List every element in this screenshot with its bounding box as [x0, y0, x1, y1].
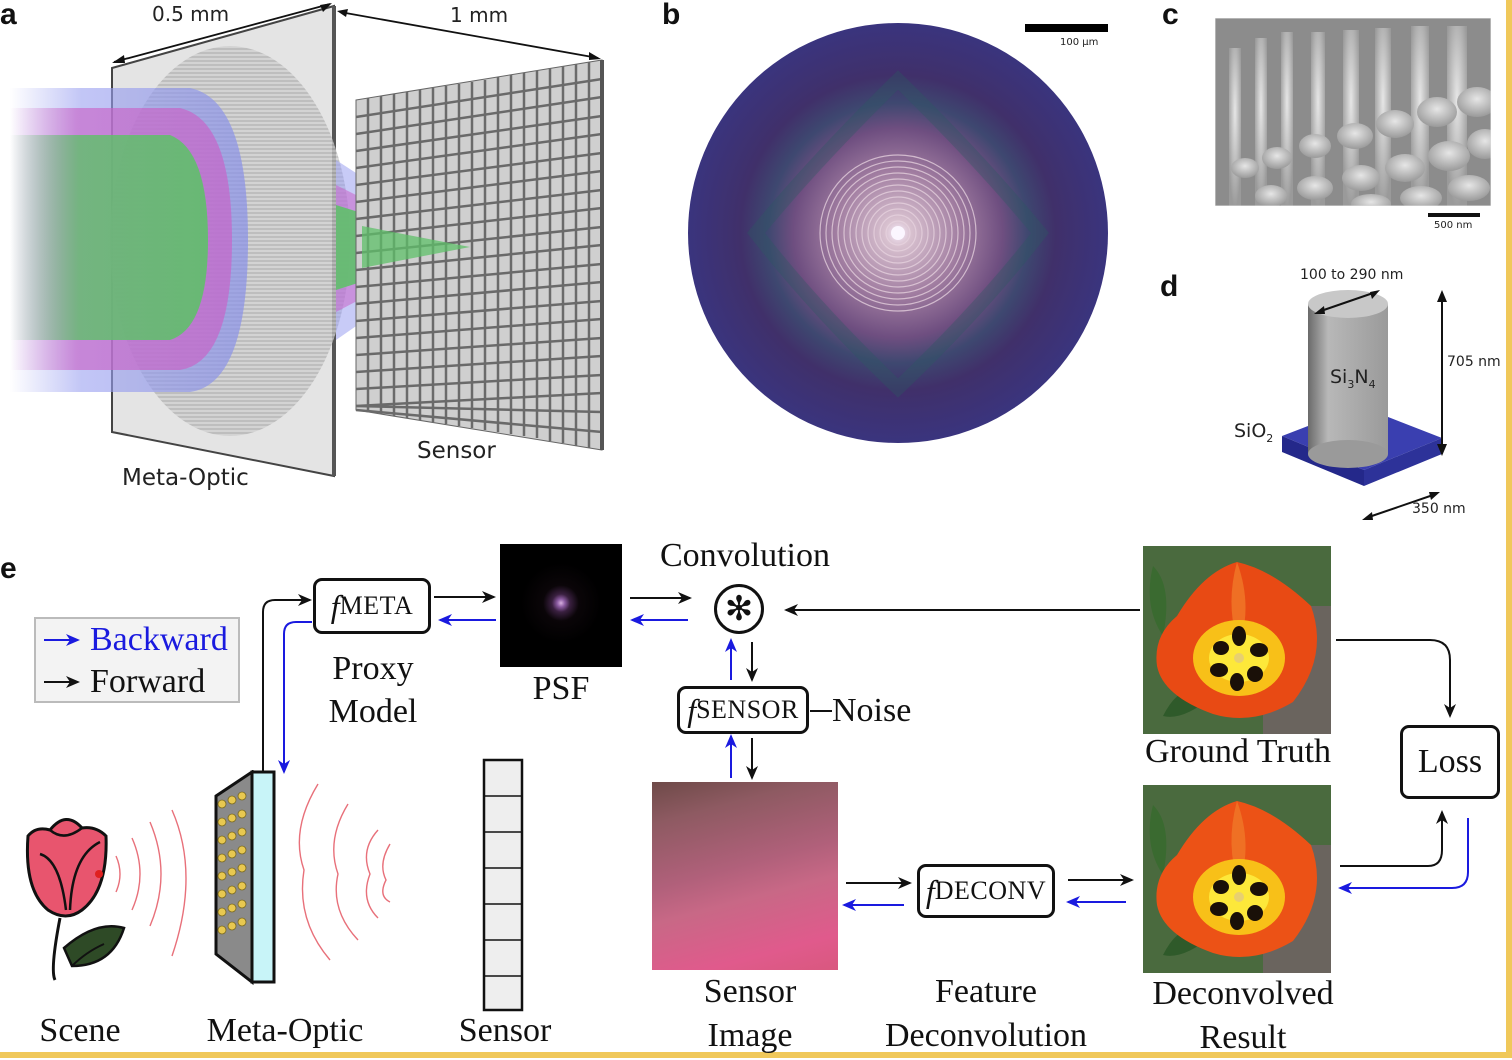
panel-letter-d: d: [1160, 270, 1179, 303]
convolution-operator-icon: ✻: [714, 584, 764, 634]
label-sensor: Sensor: [417, 438, 496, 464]
backward-arrow-icon: [44, 634, 80, 646]
deconvolved-result-image: [1143, 785, 1331, 973]
label-deconvolved-result: Deconvolved Result: [1152, 975, 1334, 1057]
scale-bar-500nm: [1428, 213, 1480, 217]
scale-bar-label-500nm: 500 nm: [1434, 220, 1473, 231]
f-sensor-block: f SENSOR: [677, 686, 809, 734]
label-period: 350 nm: [1412, 501, 1466, 517]
dimension-label-distance: 1 mm: [450, 3, 509, 27]
frame-border-bottom: [0, 1052, 1512, 1058]
label-psf: PSF: [532, 670, 590, 707]
legend-item-backward: Backward: [42, 621, 228, 659]
scale-bar-label-100um: 100 μm: [1060, 37, 1099, 48]
psf-image: [500, 544, 622, 667]
label-height: 705 nm: [1447, 354, 1501, 370]
sensor-image: [652, 782, 838, 970]
label-meta-optic-e: Meta-Optic: [206, 1012, 364, 1049]
label-scene: Scene: [39, 1012, 121, 1049]
nanopillar-unit-cell: [1282, 290, 1447, 520]
panel-letter-a: a: [0, 0, 17, 31]
loss-block: Loss: [1400, 725, 1500, 799]
label-ground-truth: Ground Truth: [1144, 733, 1332, 770]
ground-truth-image: [1143, 546, 1331, 734]
label-noise: Noise: [832, 692, 912, 729]
f-meta-block: f META: [313, 578, 431, 634]
label-proxy-model: Proxy Model: [328, 650, 418, 730]
legend-item-forward: Forward: [42, 663, 205, 701]
sem-image-nanopillars: [1215, 18, 1491, 206]
label-si3n4: Si3N4: [1330, 366, 1376, 391]
label-sensor-image: Sensor Image: [703, 973, 797, 1055]
frame-border-right: [1506, 0, 1512, 1058]
label-diameter: 100 to 290 nm: [1300, 267, 1404, 283]
forward-arrow-icon: [44, 676, 80, 688]
label-convolution: Convolution: [659, 537, 831, 574]
panel-letter-e: e: [0, 552, 17, 585]
dimension-label-meta-width: 0.5 mm: [152, 2, 230, 26]
rose-icon: [25, 818, 126, 981]
label-sio2: SiO2: [1234, 420, 1274, 445]
label-sensor-e: Sensor: [458, 1012, 552, 1049]
label-feature-deconvolution: Feature Deconvolution: [884, 973, 1088, 1055]
panel-a-illustration: [10, 3, 604, 478]
label-meta-optic: Meta-Optic: [122, 465, 249, 491]
metalens-micrograph: [688, 23, 1108, 443]
meta-optic-icon: [214, 770, 276, 986]
sensor-column: [482, 758, 524, 1012]
legend: Backward Forward: [34, 617, 240, 703]
f-deconv-block: f DECONV: [917, 864, 1055, 918]
panel-letter-b: b: [662, 0, 681, 31]
panel-letter-c: c: [1162, 0, 1179, 31]
